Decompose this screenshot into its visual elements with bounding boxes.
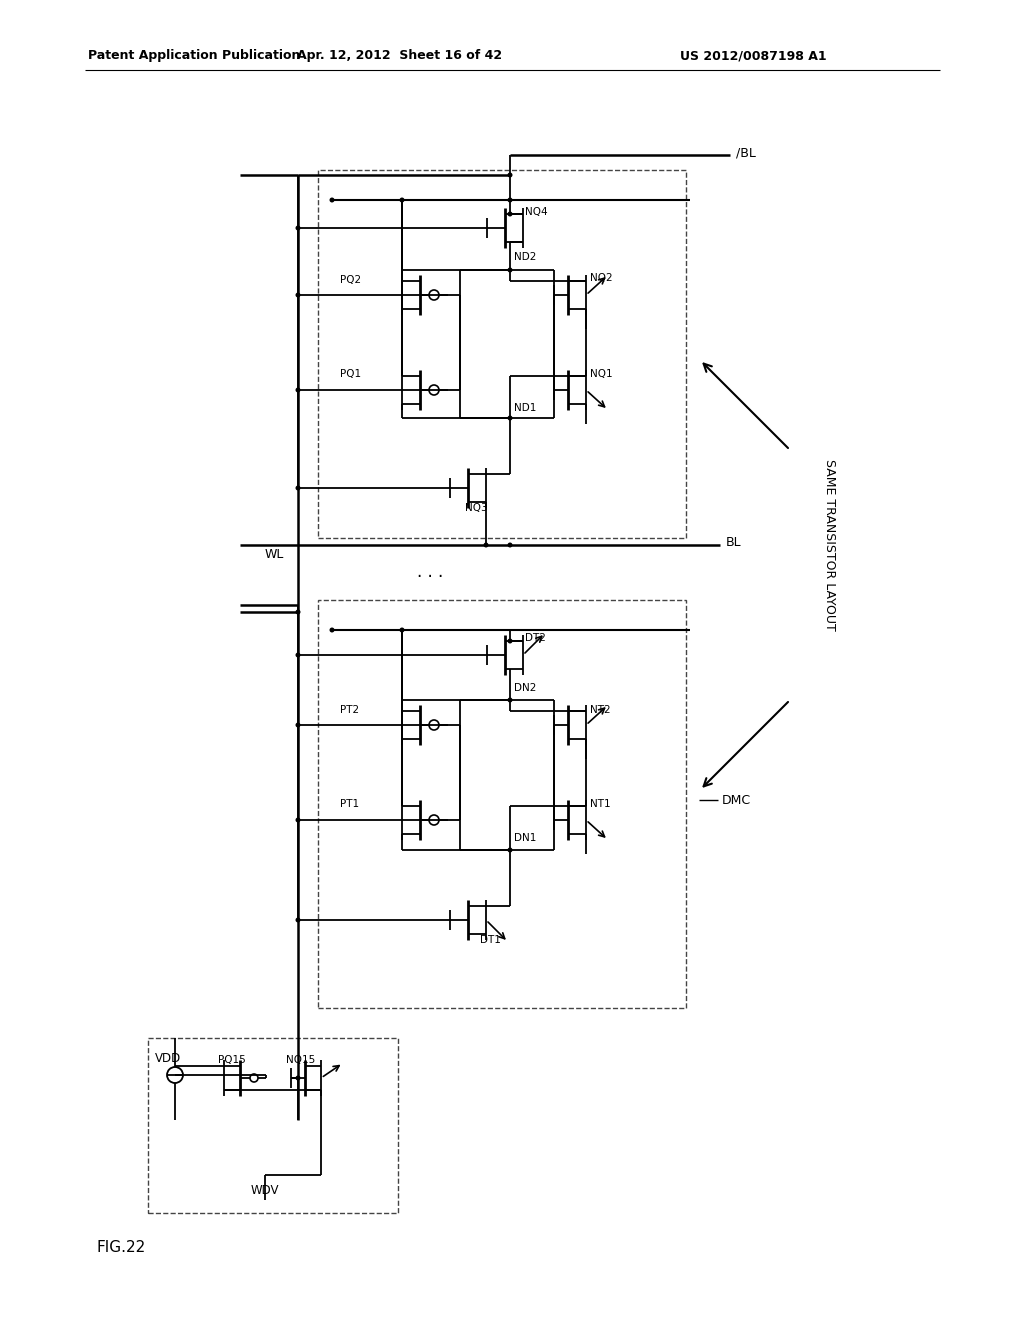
Text: . . .: . . . (417, 564, 443, 581)
Text: PT2: PT2 (340, 705, 359, 715)
Circle shape (330, 627, 335, 632)
Circle shape (508, 697, 512, 702)
Text: ND1: ND1 (514, 403, 537, 413)
Text: Patent Application Publication: Patent Application Publication (88, 49, 300, 62)
Circle shape (429, 385, 439, 395)
Text: DT2: DT2 (525, 634, 546, 643)
Text: US 2012/0087198 A1: US 2012/0087198 A1 (680, 49, 826, 62)
Text: VDD: VDD (155, 1052, 181, 1064)
Circle shape (330, 198, 335, 202)
Circle shape (296, 293, 300, 297)
Text: PQ2: PQ2 (340, 275, 361, 285)
Circle shape (296, 388, 300, 392)
Text: NQ4: NQ4 (525, 207, 548, 216)
Circle shape (508, 416, 512, 421)
Circle shape (429, 719, 439, 730)
Text: NQ2: NQ2 (590, 273, 612, 282)
Text: FIG.22: FIG.22 (96, 1241, 145, 1255)
Circle shape (508, 211, 512, 216)
Circle shape (296, 817, 300, 822)
Circle shape (508, 639, 512, 644)
Text: NQ3: NQ3 (465, 503, 487, 513)
Circle shape (508, 268, 512, 272)
Text: BL: BL (726, 536, 741, 549)
Circle shape (296, 722, 300, 727)
Text: ND2: ND2 (514, 252, 537, 261)
Text: WL: WL (265, 549, 285, 561)
Text: SAME TRANSISTOR LAYOUT: SAME TRANSISTOR LAYOUT (823, 459, 837, 631)
Text: /BL: /BL (736, 147, 756, 160)
Text: DMC: DMC (722, 793, 752, 807)
Bar (318, 170, 686, 539)
Circle shape (296, 610, 300, 615)
Circle shape (429, 814, 439, 825)
Text: PT1: PT1 (340, 799, 359, 809)
Circle shape (250, 1074, 258, 1082)
Text: DT1: DT1 (480, 935, 501, 945)
Circle shape (508, 543, 512, 548)
Text: DN2: DN2 (514, 682, 537, 693)
Circle shape (296, 652, 300, 657)
Circle shape (508, 173, 512, 177)
Circle shape (296, 226, 300, 231)
Text: NQ1: NQ1 (590, 370, 612, 379)
Text: DN1: DN1 (514, 833, 537, 843)
Circle shape (296, 917, 300, 923)
Text: NT2: NT2 (590, 705, 610, 715)
Bar (318, 601, 686, 1008)
Text: NT1: NT1 (590, 799, 610, 809)
Text: Apr. 12, 2012  Sheet 16 of 42: Apr. 12, 2012 Sheet 16 of 42 (297, 49, 503, 62)
Circle shape (399, 198, 404, 202)
Circle shape (508, 847, 512, 853)
Circle shape (167, 1067, 183, 1082)
Circle shape (296, 1076, 300, 1081)
Circle shape (399, 627, 404, 632)
Circle shape (296, 486, 300, 491)
Circle shape (429, 290, 439, 300)
Circle shape (508, 198, 512, 202)
Text: WDV: WDV (251, 1184, 280, 1196)
Text: NQ15: NQ15 (286, 1055, 315, 1065)
Text: PQ15: PQ15 (218, 1055, 246, 1065)
Text: PQ1: PQ1 (340, 370, 361, 379)
Bar (148, 1038, 398, 1213)
Circle shape (483, 543, 488, 548)
